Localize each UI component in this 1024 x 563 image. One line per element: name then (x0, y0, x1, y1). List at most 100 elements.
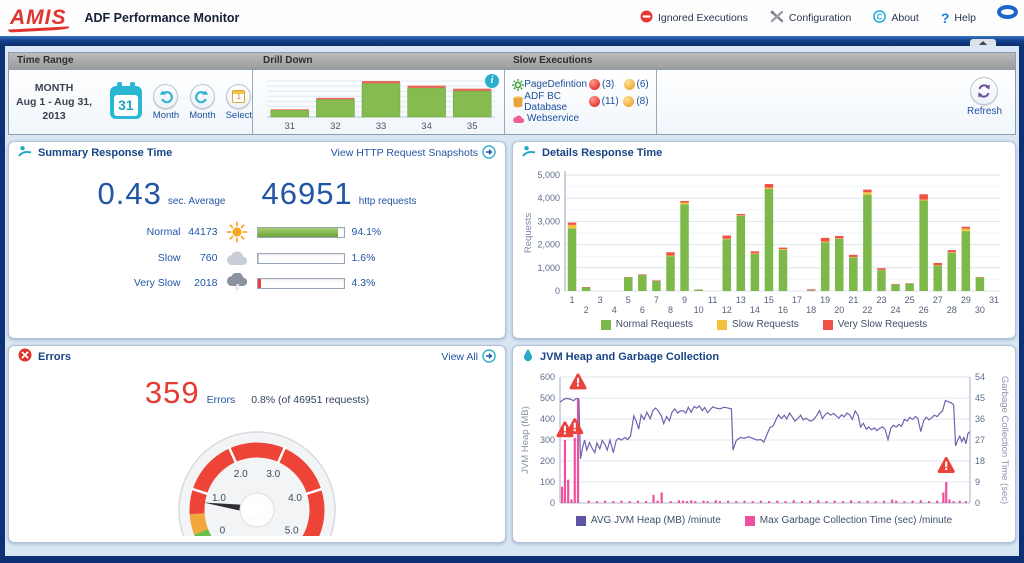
svg-text:2.0: 2.0 (234, 469, 248, 480)
red-status-dot (588, 96, 600, 107)
drill-down-chart[interactable]: 31 32 33 34 35 (261, 75, 499, 133)
errors-summary: 359 Errors 0.8% (of 46951 requests) (9, 375, 505, 411)
svg-text:35: 35 (466, 121, 477, 132)
select-period-button[interactable]: 1 Select (226, 83, 252, 121)
svg-text:0: 0 (220, 526, 226, 537)
svg-text:8: 8 (668, 305, 673, 315)
svg-text:20: 20 (834, 305, 844, 315)
refresh-button[interactable]: Refresh (967, 77, 1002, 117)
header-actions: Ignored Executions Configuration C About… (640, 10, 976, 26)
slow-exec-row-adf-bc-database[interactable]: ADF BC Database (11) (8) (512, 91, 656, 113)
view-http-request-snapshots-link[interactable]: View HTTP Request Snapshots (330, 144, 496, 162)
svg-text:0: 0 (975, 498, 980, 508)
svg-text:19: 19 (820, 295, 830, 305)
previous-month-button[interactable]: Month (153, 83, 179, 121)
errors-label: Errors (206, 394, 236, 406)
svg-text:0: 0 (555, 286, 560, 296)
view-all-link[interactable]: View All (441, 348, 496, 366)
time-range-section: MONTH Aug 1 - Aug 31, 2013 31 Month (9, 70, 253, 134)
category-count: 760 (199, 252, 218, 264)
summary-response-time-panel: Summary Response Time View HTTP Request … (8, 141, 506, 339)
app-header: AMIS ADF Performance Monitor Ignored Exe… (0, 0, 1024, 36)
svg-text:0: 0 (550, 498, 555, 508)
svg-text:23: 23 (876, 295, 886, 305)
slow-exec-row-webservice[interactable]: Webservice (512, 110, 656, 127)
info-icon[interactable]: i (485, 74, 499, 88)
refresh-icon (970, 77, 999, 105)
legend-item: Max Garbage Collection Time (sec) /minut… (744, 515, 952, 526)
svg-text:18: 18 (806, 305, 816, 315)
svg-text:600: 600 (540, 372, 555, 382)
category-count: 44173 (188, 226, 218, 238)
average-response: 0.43 sec. Average (97, 176, 225, 212)
slow-exec-row-pagedefinition[interactable]: PageDefintion (3) (6) (512, 76, 656, 93)
requests-value: 46951 (261, 176, 353, 211)
legend-item: Very Slow Requests (822, 319, 927, 330)
svg-text:14: 14 (750, 305, 760, 315)
yellow-count: (8) (636, 96, 649, 107)
sun-icon (225, 221, 250, 243)
time-range-buttons: Month Month 1 Select (153, 83, 252, 121)
yellow-status-dot (623, 79, 635, 90)
back-arrow-icon (153, 83, 179, 109)
no-entry-icon (640, 10, 653, 26)
about-label: About (891, 12, 919, 24)
panel-title: Details Response Time (542, 147, 663, 159)
calendar-icon[interactable]: 31 (110, 81, 142, 119)
chat-icon[interactable] (997, 5, 1018, 19)
svg-text:29: 29 (961, 295, 971, 305)
http-requests: 46951 http requests (261, 176, 416, 212)
svg-text:34: 34 (421, 121, 432, 132)
svg-text:5.0: 5.0 (285, 526, 299, 537)
response-time-icon (18, 144, 32, 162)
about-button[interactable]: C About (873, 10, 919, 26)
svg-text:5: 5 (626, 295, 631, 305)
response-time-icon (522, 144, 536, 162)
drill-down-section-title: Drill Down (263, 55, 313, 66)
yellow-status-dot (623, 96, 635, 107)
jvm-heap-gc-panel: JVM Heap and Garbage Collection 0 100 200 3… (512, 345, 1016, 543)
svg-text:27: 27 (975, 435, 985, 445)
question-icon: ? (940, 10, 950, 26)
slow-exec-label: PageDefintion (524, 79, 588, 90)
error-icon (18, 348, 32, 367)
svg-text:13: 13 (736, 295, 746, 305)
drill-down-section: 31 32 33 34 35 i (253, 70, 505, 134)
configuration-label: Configuration (788, 12, 852, 24)
collapse-splitter-handle[interactable] (970, 39, 996, 46)
svg-text:4,000: 4,000 (537, 193, 560, 203)
svg-text:400: 400 (540, 414, 555, 424)
red-count: (11) (601, 96, 619, 107)
cloud-icon (225, 250, 250, 266)
errors-detail: 0.8% (of 46951 requests) (251, 394, 370, 406)
category-label: Slow (157, 252, 181, 264)
ignored-executions-button[interactable]: Ignored Executions (640, 10, 748, 26)
next-month-button[interactable]: Month (189, 83, 216, 121)
refresh-label: Refresh (966, 106, 1002, 117)
app-title: ADF Performance Monitor (84, 11, 240, 25)
svg-text:5,000: 5,000 (537, 170, 560, 180)
svg-text:4.0: 4.0 (288, 493, 302, 504)
help-button[interactable]: ? Help (941, 10, 976, 26)
svg-text:1,000: 1,000 (537, 263, 560, 273)
ignored-executions-label: Ignored Executions (658, 12, 748, 24)
svg-text:10: 10 (694, 305, 704, 315)
database-icon (512, 95, 524, 108)
summary-rows: Normal 44173 94.1% Slow 760 1.6% Very Slow 2018… (9, 221, 505, 293)
percentage-meter (256, 226, 345, 238)
svg-text:100: 100 (540, 477, 555, 487)
svg-text:1: 1 (570, 295, 575, 305)
time-range-section-title: Time Range (17, 55, 74, 66)
details-chart-legend: Normal Requests Slow Requests Very Slow Re… (513, 319, 1015, 330)
error-gauge-wrap: 0 1.0 2.0 3.0 4.0 5.0 (9, 412, 505, 536)
details-response-time-panel: Details Response Time 0 1,000 2,000 3,000 4,… (512, 141, 1016, 339)
jvm-chart-legend: AVG JVM Heap (MB) /minute Max Garbage Col… (513, 515, 1015, 526)
link-label: View HTTP Request Snapshots (330, 147, 478, 159)
svg-text:300: 300 (540, 435, 555, 445)
red-count: (3) (602, 79, 615, 90)
average-value: 0.43 (97, 176, 162, 211)
category-label: Very Slow (133, 277, 181, 289)
configuration-button[interactable]: Configuration (770, 10, 851, 26)
percentage-meter (256, 277, 345, 289)
